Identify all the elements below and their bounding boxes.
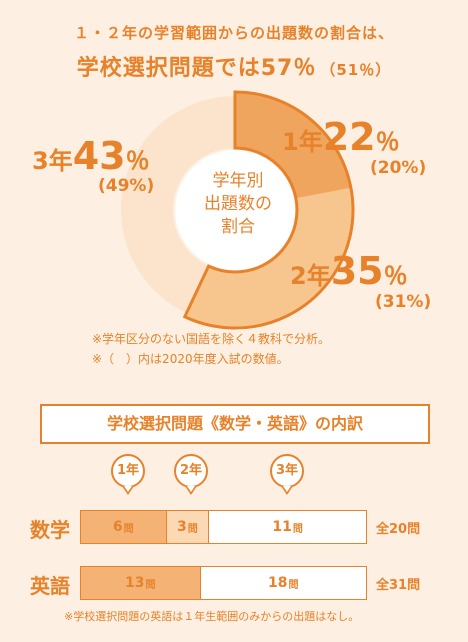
pin-year1-label: 1年: [116, 463, 140, 478]
label-year3-pct: 43: [72, 134, 126, 178]
label-year3-year: 3年: [32, 147, 73, 175]
bar-math: 6 問 3 問 11 問: [80, 510, 367, 544]
donut-slice-3年: [121, 95, 235, 314]
note-1: ※学年区分のない国語を除く４教科で分析。: [92, 332, 331, 346]
bar-segment-value: 11: [272, 519, 292, 535]
label-year2-year: 2年: [290, 262, 331, 290]
pin-year1: 1年: [111, 454, 145, 495]
bar-segment-value: 3: [177, 519, 187, 535]
donut-center-label: 学年別 出題数の 割合: [190, 170, 286, 239]
pin-year3: 3年: [270, 454, 304, 495]
label-year1-pct: 22: [322, 115, 376, 159]
label-year3-prev: (49%): [98, 176, 155, 196]
bar-english: 13 問 18 問: [80, 566, 367, 600]
donut-slice-1年: [235, 92, 351, 199]
center-line-2: 出題数の: [204, 194, 272, 214]
footnote: ※学校選択問題の英語は１年生範囲のみからの出題はなし。: [64, 610, 360, 623]
bar-segment-unit: 問: [123, 523, 134, 535]
headline-text: 学校選択問題では: [76, 56, 261, 81]
label-year1-prev: (20%): [370, 158, 427, 178]
total-math: 全20問: [376, 522, 421, 537]
label-year2-prev: (31%): [375, 292, 432, 312]
bar-segment-英語-1年: 13 問: [81, 567, 201, 599]
headline-previous-percent: （51％）: [320, 61, 392, 79]
label-year3: 3年43％: [32, 137, 150, 175]
label-year1-year: 1年: [282, 128, 323, 156]
label-year1: 1年22％: [282, 118, 400, 156]
bar-segment-value: 13: [125, 575, 145, 591]
bar-segment-value: 6: [112, 519, 123, 535]
headline-line-1: １・２年の学習範囲からの出題数の割合は、: [73, 24, 394, 42]
donut-chart: [121, 90, 355, 330]
row-label-english: 英語: [30, 574, 70, 598]
breakdown-title: 学校選択問題《数学・英語》の内訳: [40, 404, 430, 444]
center-line-3: 割合: [221, 217, 255, 237]
label-year2: 2年35％: [290, 252, 408, 290]
label-year2-pct: 35: [330, 249, 384, 293]
headline-line-2: 学校選択問題では57％ （51％）: [0, 50, 468, 82]
bar-segment-value: 18: [268, 575, 288, 591]
pin-year2: 2年: [174, 454, 208, 495]
donut-slice-2年: [184, 187, 353, 328]
label-year3-sym: ％: [125, 147, 150, 175]
bar-segment-英語-3年: 18 問: [200, 567, 366, 599]
donut-highlight-outline: [182, 90, 355, 330]
note-2: ※（ ）内は2020年度入試の数値。: [92, 352, 289, 366]
label-year2-sym: ％: [383, 262, 408, 290]
headline-percent: 57％: [260, 56, 317, 81]
donut-hole: [175, 150, 295, 270]
pin-year3-label: 3年: [275, 463, 299, 478]
bar-segment-unit: 問: [292, 523, 303, 535]
pin-year2-label: 2年: [179, 463, 203, 478]
bar-segment-unit: 問: [187, 523, 198, 535]
bar-segment-unit: 問: [145, 579, 156, 591]
center-line-1: 学年別: [212, 171, 264, 191]
label-year1-sym: ％: [375, 128, 400, 156]
bar-segment-数学-3年: 11 問: [209, 511, 366, 543]
row-label-math: 数学: [30, 518, 70, 542]
total-english: 全31問: [376, 578, 421, 593]
bar-segment-unit: 問: [288, 579, 299, 591]
